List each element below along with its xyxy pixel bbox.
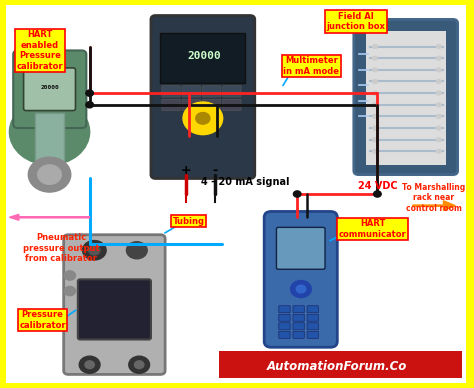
FancyBboxPatch shape: [202, 86, 221, 97]
FancyArrow shape: [9, 214, 90, 220]
Circle shape: [437, 68, 441, 72]
Circle shape: [129, 356, 150, 373]
FancyBboxPatch shape: [162, 86, 180, 97]
FancyBboxPatch shape: [160, 33, 246, 83]
Text: Field AI
junction box: Field AI junction box: [327, 12, 386, 31]
FancyBboxPatch shape: [202, 99, 221, 111]
FancyBboxPatch shape: [219, 351, 462, 378]
Text: HART
enabled
Pressure
calibrator: HART enabled Pressure calibrator: [17, 30, 64, 71]
Circle shape: [373, 103, 377, 107]
Circle shape: [28, 157, 71, 192]
Circle shape: [373, 138, 377, 142]
Text: 24 VDC: 24 VDC: [357, 181, 397, 191]
FancyBboxPatch shape: [264, 211, 337, 347]
FancyBboxPatch shape: [293, 331, 304, 338]
FancyBboxPatch shape: [182, 99, 201, 111]
Circle shape: [89, 246, 100, 255]
Circle shape: [373, 45, 377, 48]
Circle shape: [437, 45, 441, 48]
FancyBboxPatch shape: [223, 99, 241, 111]
Text: 20000: 20000: [187, 51, 221, 61]
FancyBboxPatch shape: [293, 314, 304, 321]
Circle shape: [437, 114, 441, 118]
FancyBboxPatch shape: [151, 16, 255, 178]
FancyBboxPatch shape: [307, 306, 319, 313]
FancyBboxPatch shape: [279, 314, 290, 321]
Circle shape: [64, 271, 75, 280]
Text: AutomationForum.Co: AutomationForum.Co: [267, 360, 408, 373]
FancyBboxPatch shape: [293, 323, 304, 330]
FancyBboxPatch shape: [279, 323, 290, 330]
Circle shape: [291, 281, 311, 298]
FancyBboxPatch shape: [365, 31, 446, 165]
Circle shape: [374, 191, 381, 197]
Circle shape: [437, 149, 441, 153]
Text: 20000: 20000: [40, 85, 59, 90]
FancyBboxPatch shape: [36, 113, 64, 171]
Circle shape: [437, 80, 441, 83]
Text: Tubing: Tubing: [173, 217, 205, 226]
Text: -: -: [212, 164, 217, 177]
FancyBboxPatch shape: [24, 68, 75, 111]
FancyBboxPatch shape: [354, 19, 457, 175]
FancyBboxPatch shape: [64, 235, 165, 374]
FancyBboxPatch shape: [182, 86, 201, 97]
Circle shape: [127, 242, 147, 259]
FancyBboxPatch shape: [307, 314, 319, 321]
Circle shape: [437, 103, 441, 107]
Circle shape: [293, 191, 301, 197]
Circle shape: [373, 91, 377, 95]
Circle shape: [86, 90, 93, 96]
Circle shape: [296, 285, 306, 293]
Text: Pneumatic
pressure output
from calibrator: Pneumatic pressure output from calibrato…: [23, 234, 100, 263]
Circle shape: [437, 126, 441, 130]
Text: 4 - 20 mA signal: 4 - 20 mA signal: [201, 177, 290, 187]
Circle shape: [85, 361, 94, 369]
Circle shape: [64, 286, 75, 296]
Text: HART
communicator: HART communicator: [339, 219, 407, 239]
Circle shape: [135, 361, 144, 369]
FancyArrow shape: [413, 201, 455, 210]
FancyBboxPatch shape: [279, 331, 290, 338]
Circle shape: [38, 165, 61, 184]
Circle shape: [373, 80, 377, 83]
FancyBboxPatch shape: [223, 86, 241, 97]
Circle shape: [373, 68, 377, 72]
Circle shape: [196, 113, 210, 124]
Circle shape: [373, 56, 377, 60]
FancyBboxPatch shape: [276, 227, 325, 269]
Text: Multimeter
in mA mode: Multimeter in mA mode: [283, 56, 339, 76]
Circle shape: [82, 241, 106, 260]
Circle shape: [373, 126, 377, 130]
FancyBboxPatch shape: [162, 99, 180, 111]
Circle shape: [373, 149, 377, 153]
Circle shape: [437, 56, 441, 60]
FancyBboxPatch shape: [78, 279, 151, 340]
Text: To Marshalling
rack near
control room: To Marshalling rack near control room: [402, 183, 465, 213]
Circle shape: [183, 102, 223, 135]
FancyBboxPatch shape: [6, 5, 466, 383]
Text: +: +: [181, 164, 191, 177]
FancyBboxPatch shape: [279, 306, 290, 313]
Circle shape: [437, 91, 441, 95]
Circle shape: [9, 99, 90, 165]
FancyBboxPatch shape: [13, 50, 86, 128]
Circle shape: [79, 356, 100, 373]
FancyBboxPatch shape: [307, 331, 319, 338]
Circle shape: [86, 102, 93, 108]
FancyBboxPatch shape: [293, 306, 304, 313]
Circle shape: [437, 138, 441, 142]
FancyBboxPatch shape: [307, 323, 319, 330]
Circle shape: [373, 114, 377, 118]
Text: Pressure
calibrator: Pressure calibrator: [19, 310, 66, 330]
